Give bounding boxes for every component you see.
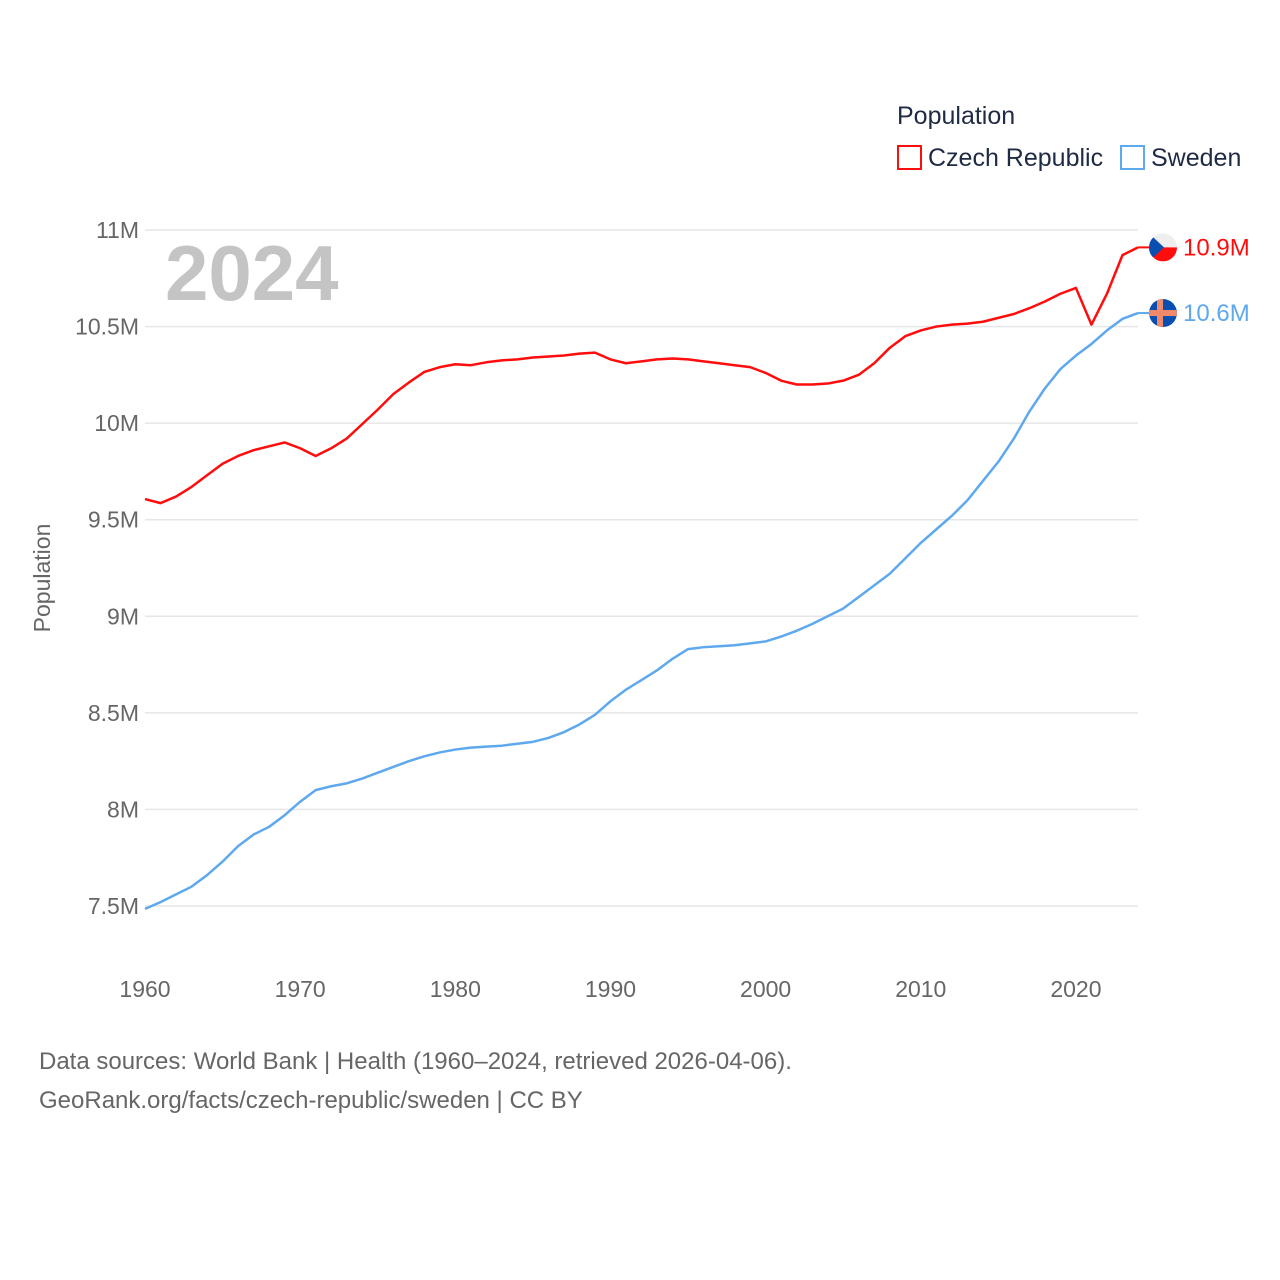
legend-title: Population [897,102,1015,130]
y-tick-label: 9M [107,603,139,629]
legend-item-czech-republic[interactable]: Czech Republic [897,144,1103,172]
end-labels: 10.9M 10.6M [1138,233,1250,328]
series-lines [144,246,1139,911]
x-tick-label: 1970 [275,976,326,1002]
x-axis: 1960 1970 1980 1990 2000 2010 2020 [119,976,1101,1002]
legend-label: Czech Republic [928,144,1103,172]
x-tick-label: 1960 [119,976,170,1002]
x-tick-label: 2020 [1050,976,1101,1002]
y-tick-label: 10.5M [75,314,139,340]
sweden-flag-icon [1149,299,1177,328]
legend-item-sweden[interactable]: Sweden [1120,144,1241,172]
end-value-label: 10.6M [1183,300,1250,327]
x-tick-label: 1990 [585,976,636,1002]
y-tick-label: 9.5M [88,507,139,533]
source-line: Data sources: World Bank | Health (1960–… [39,1048,792,1075]
grid [145,229,1138,907]
y-axis-title: Population [29,524,55,633]
y-axis: 7.5M 8M 8.5M 9M 9.5M 10M 10.5M 11M [75,217,139,919]
y-tick-label: 8.5M [88,700,139,726]
czech-flag-icon [1149,233,1177,262]
end-value-label: 10.9M [1183,234,1250,261]
series-line-sweden[interactable] [144,311,1139,911]
series-line-czech-republic[interactable] [144,246,1139,505]
y-tick-label: 10M [94,410,139,436]
x-tick-label: 2000 [740,976,791,1002]
legend-label: Sweden [1151,144,1241,172]
x-tick-label: 1980 [430,976,481,1002]
legend-swatch [897,145,922,170]
legend-swatch [1120,145,1145,170]
year-label: 2024 [165,229,339,317]
y-tick-label: 8M [107,796,139,822]
source-link[interactable]: GeoRank.org/facts/czech-republic/sweden … [39,1087,583,1114]
x-tick-label: 2010 [895,976,946,1002]
y-tick-label: 11M [96,217,139,243]
y-tick-label: 7.5M [88,893,139,919]
